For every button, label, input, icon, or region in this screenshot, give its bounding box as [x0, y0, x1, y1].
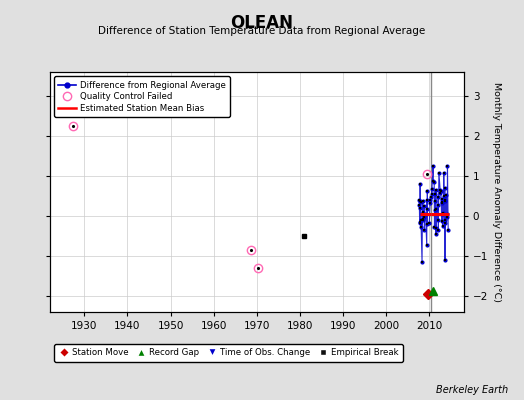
Point	[422, 242, 431, 248]
Point	[441, 256, 449, 263]
Point	[417, 217, 425, 224]
Point	[418, 217, 427, 224]
Point	[438, 195, 446, 202]
Point	[426, 197, 434, 204]
Text: Berkeley Earth: Berkeley Earth	[436, 385, 508, 395]
Point	[438, 200, 446, 206]
Point	[420, 226, 429, 233]
Point	[438, 218, 446, 224]
Point	[429, 163, 437, 169]
Point	[433, 217, 442, 224]
Point	[438, 198, 446, 205]
Point	[419, 209, 428, 215]
Point	[443, 214, 452, 221]
Y-axis label: Monthly Temperature Anomaly Difference (°C): Monthly Temperature Anomaly Difference (…	[493, 82, 501, 302]
Point	[432, 187, 440, 193]
Point	[416, 205, 424, 211]
Point	[434, 202, 442, 208]
Point	[415, 202, 423, 208]
Point	[429, 178, 438, 184]
Point	[414, 196, 423, 203]
Point	[423, 196, 431, 203]
Point	[441, 217, 450, 223]
Point	[435, 170, 443, 176]
Point	[430, 179, 439, 185]
Point	[431, 198, 439, 204]
Point	[417, 216, 425, 223]
Point	[417, 224, 425, 231]
Point	[431, 191, 439, 198]
Point	[417, 199, 425, 205]
Point	[434, 227, 443, 234]
Point	[421, 211, 430, 218]
Point	[427, 194, 435, 200]
Point	[418, 259, 426, 265]
Point	[443, 163, 452, 169]
Point	[439, 223, 447, 230]
Point	[441, 196, 450, 203]
Point	[436, 188, 445, 194]
Point	[416, 198, 424, 204]
Point	[436, 190, 444, 196]
Point	[440, 220, 449, 226]
Point	[428, 186, 436, 192]
Point	[419, 216, 427, 222]
Point	[423, 188, 432, 194]
Text: Difference of Station Temperature Data from Regional Average: Difference of Station Temperature Data f…	[99, 26, 425, 36]
Point	[416, 220, 424, 226]
Point	[416, 181, 424, 188]
Point	[420, 203, 429, 209]
Point	[434, 193, 442, 200]
Point	[432, 225, 440, 231]
Point	[423, 221, 432, 227]
Point	[436, 186, 444, 193]
Point	[432, 230, 440, 237]
Point	[439, 209, 447, 216]
Point	[441, 185, 449, 191]
Point	[441, 197, 450, 204]
Point	[425, 220, 433, 226]
Point	[443, 211, 451, 217]
Point	[431, 206, 440, 212]
Point	[423, 206, 431, 212]
Point	[432, 205, 441, 212]
Point	[418, 211, 427, 218]
Point	[444, 226, 452, 233]
Point	[420, 214, 429, 220]
Point	[430, 223, 439, 230]
Point	[416, 219, 424, 225]
Text: OLEAN: OLEAN	[231, 14, 293, 32]
Legend: Difference from Regional Average, Quality Control Failed, Estimated Station Mean: Difference from Regional Average, Qualit…	[54, 76, 230, 117]
Point	[439, 193, 447, 200]
Point	[426, 200, 434, 206]
Point	[428, 191, 436, 198]
Point	[442, 192, 450, 198]
Point	[438, 210, 446, 217]
Legend: Station Move, Record Gap, Time of Obs. Change, Empirical Break: Station Move, Record Gap, Time of Obs. C…	[54, 344, 403, 362]
Point	[440, 170, 448, 176]
Point	[431, 207, 440, 213]
Point	[419, 198, 427, 204]
